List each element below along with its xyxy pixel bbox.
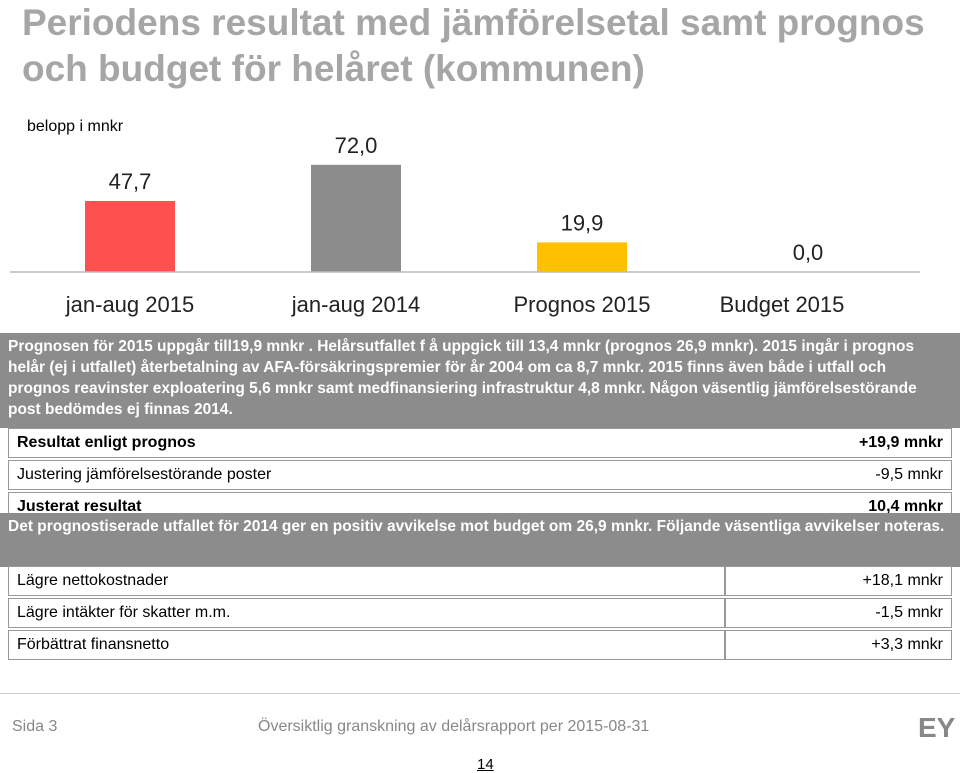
value-label: 47,7 bbox=[109, 169, 152, 194]
row-label: Lägre nettokostnader bbox=[17, 572, 169, 589]
table-cell: Förbättrat finansnetto bbox=[8, 630, 725, 660]
note: Det prognostiserade utfallet för 2014 ge… bbox=[0, 513, 960, 567]
table-cell: +3,3 mnkr bbox=[725, 630, 952, 660]
page-number: 14 bbox=[477, 756, 494, 773]
table-row: Resultat enligt prognos +19,9 mnkr bbox=[8, 428, 952, 458]
logo: EY bbox=[918, 712, 956, 743]
note: Prognosen för 2015 uppgår till19,9 mnkr … bbox=[0, 333, 960, 428]
row-value: 10,4 mnkr bbox=[868, 498, 943, 515]
row-label: Förbättrat finansnetto bbox=[17, 636, 170, 653]
row-value: +19,9 mnkr bbox=[858, 434, 943, 451]
x-tick-label: Prognos 2015 bbox=[514, 292, 651, 317]
row-label: Resultat enligt prognos bbox=[17, 434, 196, 451]
row-label: Lägre intäkter för skatter m.m. bbox=[17, 604, 231, 621]
value-label: 19,9 bbox=[561, 210, 604, 235]
chart: belopp i mnkr 47,7 jan-aug 2015 72,0 jan-aug… bbox=[10, 118, 920, 317]
bar bbox=[85, 200, 175, 272]
value-label: 0,0 bbox=[793, 240, 824, 265]
row-value: -9,5 mnkr bbox=[875, 466, 943, 483]
table-cell: Lägre intäkter för skatter m.m. bbox=[8, 598, 725, 628]
table-row: Justering jämförelsestörande poster -9,5 … bbox=[8, 460, 952, 490]
y-axis-label: belopp i mnkr bbox=[27, 118, 124, 135]
divider bbox=[0, 693, 960, 694]
page-label: Sida 3 bbox=[12, 718, 58, 735]
row-label: Justering jämförelsestörande poster bbox=[17, 466, 272, 483]
value-label: 72,0 bbox=[335, 133, 378, 158]
row-value: +3,3 mnkr bbox=[871, 636, 943, 653]
x-tick-label: jan-aug 2014 bbox=[291, 292, 420, 317]
table-cell: -1,5 mnkr bbox=[725, 598, 952, 628]
footer-text: Översiktlig granskning av delårsrapport … bbox=[258, 718, 650, 735]
x-tick-label: jan-aug 2015 bbox=[65, 292, 194, 317]
row-value: -1,5 mnkr bbox=[875, 604, 943, 621]
row-value: +18,1 mnkr bbox=[862, 572, 943, 589]
table-cell: +18,1 mnkr bbox=[725, 566, 952, 596]
title: Periodens resultat med jämförelsetal sam… bbox=[22, 2, 925, 89]
bar bbox=[311, 164, 401, 272]
table-cell: Lägre nettokostnader bbox=[8, 566, 725, 596]
bar bbox=[537, 242, 627, 272]
x-tick-label: Budget 2015 bbox=[720, 292, 845, 317]
row-label: Justerat resultat bbox=[17, 498, 142, 515]
